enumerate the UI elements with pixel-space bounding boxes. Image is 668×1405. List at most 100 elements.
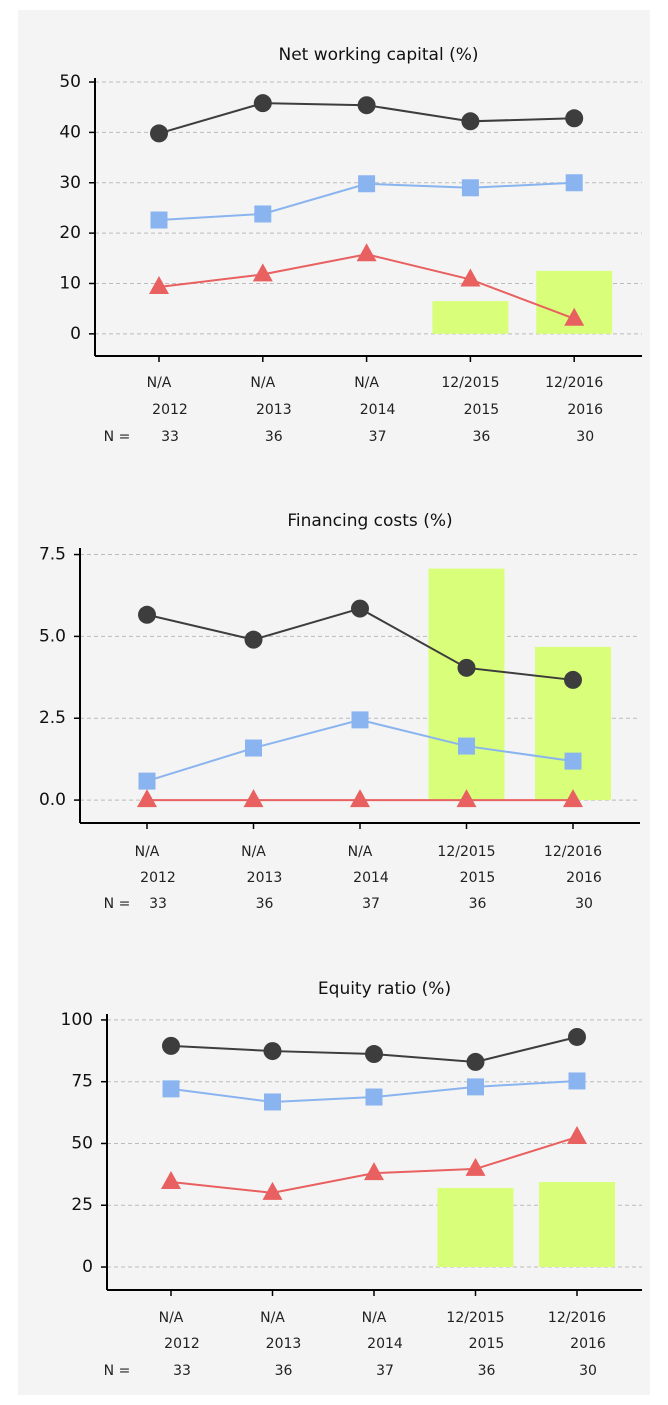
marker: [358, 175, 376, 193]
n-value: 36: [478, 1363, 496, 1379]
marker: [149, 276, 169, 295]
bar: [432, 301, 509, 334]
marker: [254, 205, 272, 223]
x-tick-label: N/A: [135, 844, 160, 860]
year-label: 2013: [256, 402, 292, 418]
marker: [243, 789, 264, 808]
marker: [568, 1072, 586, 1090]
y-tick-label: 0: [70, 324, 81, 344]
marker: [150, 124, 168, 143]
n-value: 37: [362, 896, 380, 912]
chart-title: Equity ratio (%): [318, 979, 451, 999]
y-tick-label: 0.0: [39, 790, 66, 810]
y-tick-label: 2.5: [39, 708, 66, 728]
year-label: 2012: [164, 1336, 200, 1352]
y-tick-label: 20: [59, 223, 81, 243]
marker: [245, 739, 262, 757]
marker: [351, 599, 369, 618]
year-label: 2016: [566, 870, 602, 886]
marker: [457, 658, 476, 677]
marker: [365, 1088, 383, 1106]
y-tick-label: 7.5: [39, 545, 66, 565]
year-label: 2013: [247, 870, 283, 886]
n-value: 37: [369, 429, 387, 445]
y-tick-label: 5.0: [39, 626, 66, 646]
marker: [565, 174, 583, 192]
marker: [456, 789, 477, 808]
marker: [567, 1126, 587, 1145]
n-value: 37: [376, 1363, 394, 1379]
x-tick-label: N/A: [362, 1310, 387, 1326]
year-label: 2013: [266, 1336, 302, 1352]
marker: [461, 179, 479, 197]
marker: [356, 243, 377, 262]
x-tick-label: 12/2015: [441, 375, 499, 391]
marker: [253, 94, 272, 113]
year-label: 2012: [152, 402, 188, 418]
bar: [437, 1187, 514, 1268]
x-tick-label: N/A: [159, 1310, 184, 1326]
n-value: 36: [256, 896, 274, 912]
y-tick-label: 25: [71, 1195, 93, 1215]
marker: [460, 268, 481, 287]
marker: [263, 1042, 282, 1061]
n-value: 30: [579, 1363, 597, 1379]
n-value: 33: [173, 1363, 191, 1379]
n-value: 36: [472, 429, 490, 445]
marker: [365, 1045, 383, 1064]
n-value: 36: [469, 896, 487, 912]
y-tick-label: 100: [61, 1010, 93, 1030]
year-label: 2014: [360, 402, 396, 418]
x-tick-label: 12/2016: [545, 375, 603, 391]
marker: [465, 1157, 486, 1176]
marker: [466, 1052, 485, 1071]
n-label: N =: [104, 429, 131, 445]
marker: [138, 605, 156, 624]
n-value: 33: [161, 429, 179, 445]
n-label: N =: [104, 1363, 131, 1379]
y-tick-label: 75: [71, 1072, 93, 1092]
x-tick-label: N/A: [260, 1310, 285, 1326]
marker: [565, 109, 584, 128]
marker: [357, 96, 376, 115]
marker: [264, 1093, 281, 1111]
x-tick-label: 12/2016: [548, 1310, 606, 1326]
x-tick-label: N/A: [241, 844, 266, 860]
n-value: 30: [576, 429, 594, 445]
marker: [564, 670, 582, 689]
marker: [162, 1036, 180, 1055]
y-tick-label: 0: [82, 1257, 93, 1277]
year-label: 2016: [570, 1336, 606, 1352]
marker: [461, 112, 480, 131]
marker: [162, 1080, 180, 1098]
chart-title: Net working capital (%): [279, 45, 479, 65]
marker: [351, 711, 369, 729]
y-tick-label: 10: [59, 273, 81, 293]
marker: [563, 789, 583, 808]
year-label: 2015: [464, 402, 500, 418]
year-label: 2016: [567, 402, 603, 418]
year-label: 2014: [353, 870, 389, 886]
y-tick-label: 50: [71, 1133, 93, 1153]
marker: [564, 307, 585, 326]
year-label: 2014: [367, 1336, 403, 1352]
n-value: 30: [575, 896, 593, 912]
x-tick-label: N/A: [348, 844, 373, 860]
chart-title: Financing costs (%): [287, 511, 452, 531]
bar: [428, 568, 505, 801]
year-label: 2015: [460, 870, 496, 886]
marker: [244, 630, 263, 649]
marker: [568, 1027, 586, 1046]
marker: [138, 772, 156, 790]
marker: [458, 737, 475, 755]
x-tick-label: 12/2015: [437, 844, 495, 860]
bar: [539, 1182, 615, 1268]
year-label: 2015: [469, 1336, 505, 1352]
marker: [364, 1162, 384, 1181]
n-value: 36: [275, 1363, 293, 1379]
n-label: N =: [104, 896, 131, 912]
y-tick-label: 50: [59, 72, 81, 92]
y-tick-label: 30: [59, 173, 81, 193]
marker: [262, 1181, 283, 1200]
